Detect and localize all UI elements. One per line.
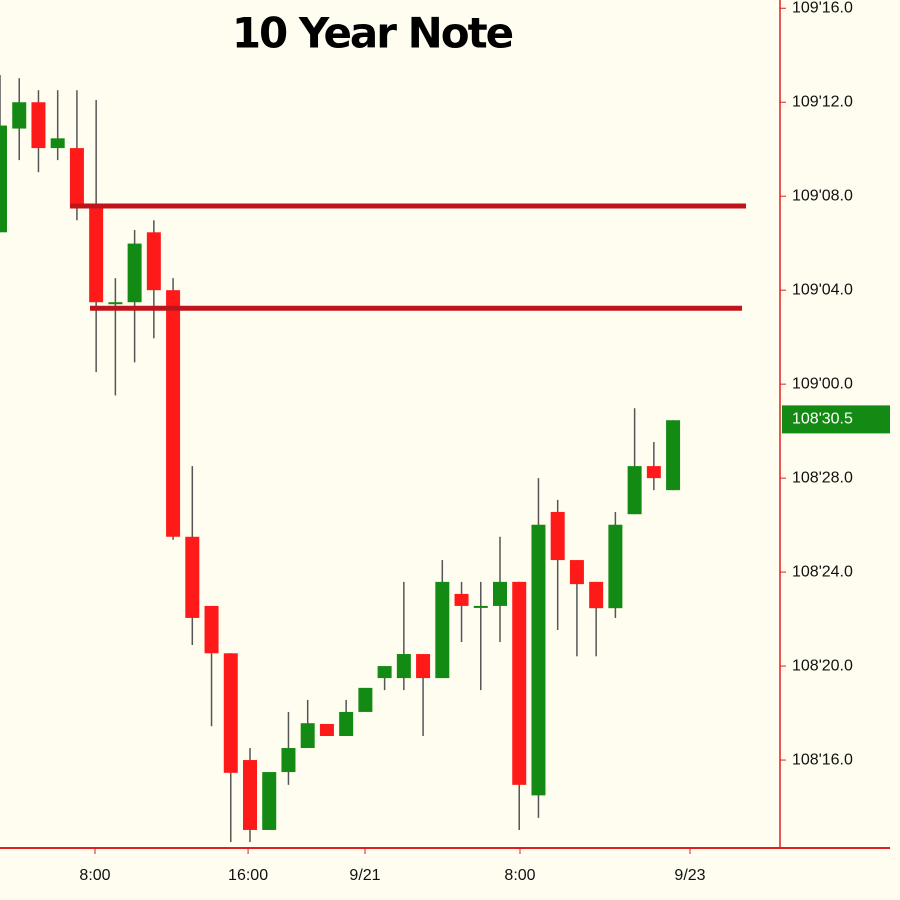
candle-body (262, 772, 277, 830)
candle-body (12, 102, 27, 129)
current-price-box (782, 405, 890, 434)
candle-body (243, 760, 257, 830)
candle-body (146, 232, 161, 291)
y-tick-label: 108'20.0 (792, 657, 853, 674)
candle-body (223, 653, 238, 773)
candle-body (185, 536, 200, 618)
candle-body (666, 420, 681, 491)
x-tick-label: 16:00 (228, 867, 268, 884)
y-tick-label: 109'04.0 (792, 281, 853, 298)
candle-body (339, 711, 354, 736)
y-tick-label: 108'16.0 (792, 751, 853, 768)
y-tick-label: 108'24.0 (792, 563, 853, 580)
chart-title: 10 Year Note (232, 9, 513, 58)
candle-body (473, 605, 488, 608)
candle-body (416, 654, 431, 679)
candle-body (646, 466, 661, 479)
candle-body (300, 723, 315, 749)
candle-body (31, 102, 46, 149)
candle-body (50, 138, 65, 149)
y-tick-label: 109'08.0 (792, 187, 853, 204)
candle-body (358, 687, 373, 712)
candle-body (204, 605, 219, 654)
candle-body (531, 524, 546, 796)
candle-body (396, 654, 411, 679)
candle-body (69, 148, 84, 209)
candle-body (608, 524, 623, 609)
y-tick-label: 109'16.0 (792, 0, 853, 17)
candle-body (512, 581, 527, 785)
x-tick-label: 8:00 (79, 867, 110, 884)
candle-body (166, 290, 181, 537)
current-price-label: 108'30.5 (792, 411, 853, 428)
candle-body (589, 581, 604, 609)
y-tick-label: 109'12.0 (792, 93, 853, 110)
candle-body (89, 208, 104, 303)
candle-body (0, 125, 7, 233)
candle-body (127, 243, 142, 303)
y-tick-label: 109'00.0 (792, 375, 853, 392)
candle-body (550, 511, 565, 561)
candle-body (435, 581, 450, 679)
candle-body (281, 748, 296, 773)
candle-body (569, 560, 584, 585)
y-tick-label: 108'28.0 (792, 469, 853, 486)
candle-body (627, 466, 642, 515)
candle-body (377, 666, 392, 679)
candle-body (108, 302, 123, 305)
x-tick-label: 9/23 (674, 867, 705, 884)
x-tick-label: 8:00 (504, 867, 535, 884)
candle-body (319, 723, 334, 736)
candle-body (493, 581, 507, 606)
x-tick-label: 9/21 (349, 867, 380, 884)
candle-body (454, 593, 469, 606)
